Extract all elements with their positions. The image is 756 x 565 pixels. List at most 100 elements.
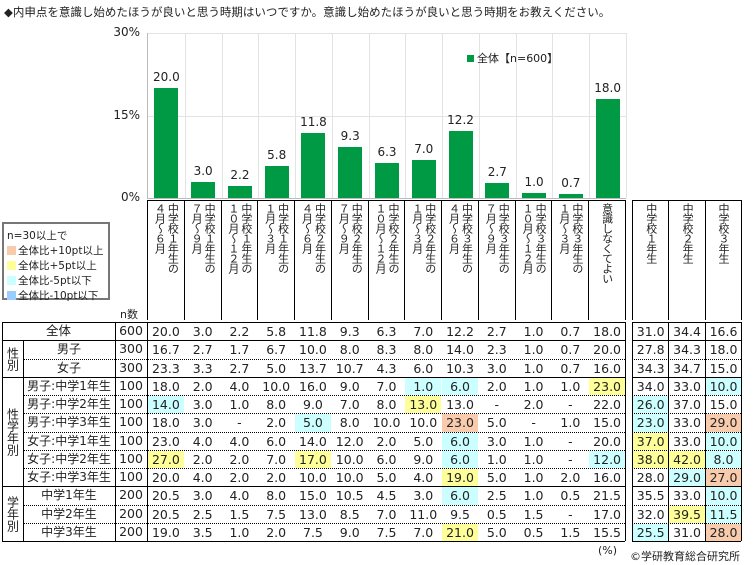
- row-divider-dotted: [632, 413, 742, 415]
- table-cell: 10.0: [372, 415, 401, 431]
- row-divider: [2, 486, 625, 488]
- column-header-line: 中学校２年生の: [386, 203, 400, 273]
- table-cell: 8.0: [339, 342, 360, 358]
- column-header-line: 中学校３年生の: [534, 203, 548, 273]
- column-header-line: １月～３月: [410, 203, 424, 253]
- table-cell: 1.0: [523, 342, 544, 358]
- legend-swatch-icon: [7, 291, 16, 300]
- row-label: 全体: [45, 323, 71, 338]
- table-cell: 7.0: [339, 397, 360, 412]
- table-cell: 3.3: [192, 360, 213, 376]
- table-cell: 10.0: [299, 342, 327, 358]
- table-cell: 7.5: [266, 506, 287, 522]
- table-cell: 0.5: [523, 524, 544, 540]
- column-divider: [741, 322, 743, 541]
- table-cell: 2.7: [486, 324, 507, 339]
- n-header: n数: [120, 308, 138, 321]
- summary-cell: 15.0: [709, 397, 738, 412]
- table-cell: 7.5: [303, 524, 323, 540]
- table-cell: 15.5: [593, 524, 622, 540]
- table-cell: 4.3: [376, 360, 397, 376]
- column-header: 中学校２年生の ４月～６月: [294, 200, 332, 320]
- bar-value-label: 3.0: [193, 163, 213, 178]
- table-cell: 2.0: [229, 451, 250, 467]
- column-header: 中学校２年生の ７月～９月: [330, 200, 369, 320]
- row-n: 100: [119, 469, 143, 484]
- row-label: 男子:中学1年生: [27, 378, 111, 393]
- table-cell: -: [568, 433, 573, 449]
- bar: [154, 88, 179, 198]
- highlight-legend-label: 全体比+5pt以上: [18, 260, 97, 272]
- table-cell: 17.0: [295, 450, 331, 468]
- table-cell: 7.0: [376, 378, 397, 394]
- summary-column-header: 中学校２年生: [668, 200, 706, 320]
- table-cell: 6.0: [442, 450, 478, 468]
- bar-value-label: 20.0: [153, 70, 180, 84]
- table-cell: 7.0: [413, 324, 434, 339]
- bar-value-label: 18.0: [594, 81, 621, 95]
- bar-value-label: 2.7: [487, 165, 507, 180]
- row-label: 中学3年生: [41, 524, 97, 539]
- table-cell: 6.0: [442, 377, 478, 395]
- row-n: 300: [119, 359, 143, 375]
- bar: [485, 183, 510, 198]
- row-divider-dotted: [632, 504, 742, 506]
- table-cell: 2.5: [486, 488, 507, 504]
- table-cell: 1.0: [523, 433, 544, 449]
- row-divider-dotted: [23, 504, 625, 506]
- table-cell: 23.0: [151, 433, 180, 449]
- column-header-line: 中学校２年生の: [423, 203, 437, 273]
- bar-value-label: 9.3: [340, 128, 360, 143]
- column-header: 中学校３年生の ７月～９月: [477, 200, 516, 320]
- column-divider: [704, 322, 706, 541]
- table-cell: 1.0: [523, 360, 544, 376]
- bar: [558, 194, 583, 198]
- table-cell: 13.0: [446, 397, 474, 412]
- table-cell: 27.0: [148, 450, 184, 468]
- table-cell: 8.0: [376, 397, 397, 412]
- table-cell: 23.3: [151, 360, 180, 376]
- column-header-line: 中学校３年生の: [460, 203, 474, 273]
- table-cell: -: [568, 397, 573, 412]
- table-cell: 5.0: [486, 470, 507, 485]
- column-header: 中学校１年生の ７月～９月: [183, 200, 222, 320]
- table-cell: 10.0: [262, 378, 291, 394]
- chart-title: ◆内申点を意識し始めたほうが良いと思う時期はいつですか。意識し始めたほうが良いと…: [4, 5, 611, 19]
- table-cell: -: [568, 506, 573, 522]
- row-n: 200: [119, 505, 143, 521]
- bar: [522, 192, 547, 198]
- column-header: 意識しなくてよい: [588, 200, 626, 320]
- table-cell: 1.5: [229, 506, 250, 522]
- column-header-line: １０月～１２月: [521, 203, 535, 273]
- row-divider-dotted: [23, 468, 625, 469]
- highlight-legend-item: 全体比+10pt以上: [7, 244, 105, 259]
- table-cell: 4.0: [229, 378, 250, 394]
- column-header: 中学校２年生の １月～３月: [404, 200, 443, 320]
- table-cell: 20.0: [593, 433, 622, 449]
- row-n: 200: [119, 523, 143, 539]
- summary-cell: 33.0: [673, 415, 701, 431]
- table-cell: 13.7: [299, 360, 327, 376]
- table-cell: 18.0: [151, 415, 180, 431]
- summary-cell: 29.0: [705, 414, 742, 432]
- column-header-line: 中学校１年生: [644, 203, 658, 263]
- column-header-line: 中学校１年生の: [166, 203, 180, 273]
- table-border: [632, 322, 742, 323]
- column-header: 中学校３年生の １月～３月: [551, 200, 590, 320]
- summary-cell: 39.5: [669, 505, 705, 523]
- table-cell: 7.0: [376, 506, 397, 522]
- row-n: 100: [119, 414, 143, 430]
- column-header: 中学校１年生の １月～３月: [257, 200, 296, 320]
- table-cell: 2.2: [229, 324, 250, 339]
- table-cell: 14.0: [148, 396, 184, 414]
- table-cell: 1.0: [405, 377, 442, 395]
- table-cell: 1.0: [523, 378, 544, 394]
- table-cell: 13.0: [405, 396, 442, 414]
- row-divider-dotted: [23, 413, 625, 415]
- table-cell: 1.5: [523, 506, 544, 522]
- column-header-line: 中学校１年生の: [203, 203, 217, 273]
- table-cell: 8.0: [266, 397, 287, 412]
- row-label: 男子:中学3年生: [27, 415, 111, 430]
- table-cell: 3.0: [486, 433, 507, 449]
